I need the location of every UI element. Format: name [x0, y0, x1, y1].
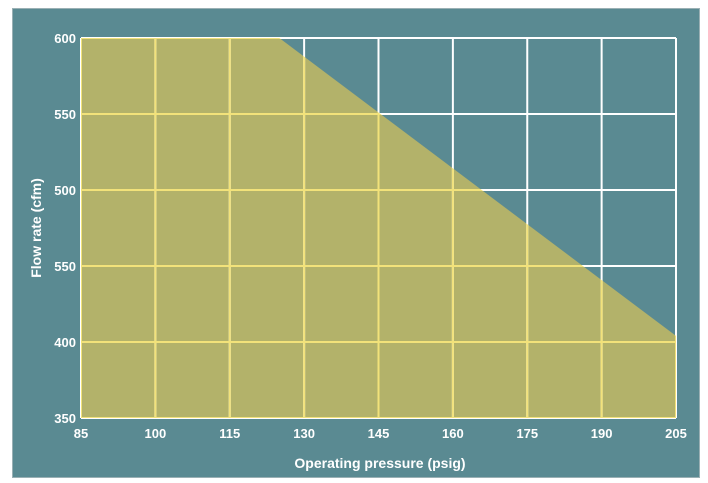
x-tick-label-175: 175 — [516, 426, 538, 441]
x-tick-label-115: 115 — [219, 426, 240, 441]
x-tick-label-100: 100 — [145, 426, 167, 441]
y-axis-ticks: 350 400 550 500 550 600 — [54, 31, 76, 426]
x-axis-title: Operating pressure (psig) — [294, 455, 465, 471]
x-tick-label-160: 160 — [442, 426, 464, 441]
y-tick-label-450: 550 — [54, 259, 76, 274]
x-tick-label-130: 130 — [293, 426, 315, 441]
y-tick-label-550: 550 — [54, 107, 76, 122]
x-axis-ticks: 85 100 115 130 145 160 175 190 205 — [74, 426, 687, 441]
x-tick-label-85: 85 — [74, 426, 88, 441]
x-tick-label-145: 145 — [368, 426, 390, 441]
y-tick-label-600: 600 — [54, 31, 76, 46]
y-axis-title: Flow rate (cfm) — [28, 178, 44, 278]
y-tick-label-500: 500 — [54, 183, 76, 198]
y-tick-label-400: 400 — [54, 335, 76, 350]
x-tick-label-190: 190 — [591, 426, 613, 441]
x-tick-label-205: 205 — [665, 426, 687, 441]
y-tick-label-350: 350 — [54, 411, 76, 426]
